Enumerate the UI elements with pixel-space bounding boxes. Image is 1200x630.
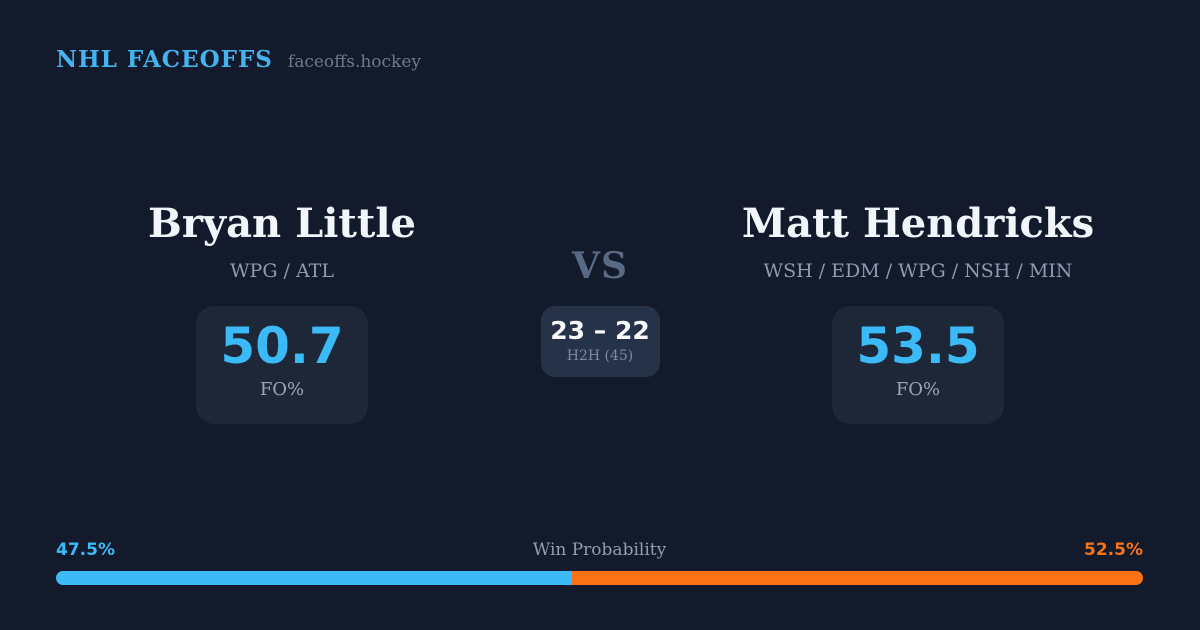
player-right-section: Matt Hendricks WSH / EDM / WPG / NSH / M… (738, 202, 1098, 424)
h2h-label: H2H (45) (566, 348, 634, 364)
site-url: faceoffs.hockey (287, 52, 422, 72)
vs-label: VS (572, 245, 628, 287)
player-left-fo-value: 50.7 (220, 317, 344, 375)
h2h-score: 23 – 22 (550, 316, 650, 345)
win-probability-labels: 47.5% Win Probability 52.5% (56, 540, 1143, 564)
player-right-name: Matt Hendricks (741, 200, 1095, 247)
player-left-fo-label: FO% (259, 379, 305, 400)
win-probability-left-pct: 47.5% (56, 540, 115, 560)
win-probability-section: 47.5% Win Probability 52.5% (56, 540, 1143, 585)
win-probability-title: Win Probability (532, 540, 667, 560)
player-left-section: Bryan Little WPG / ATL 50.7 FO% (102, 202, 462, 424)
player-right-fo-card: 53.5 FO% (832, 306, 1004, 424)
player-left-teams: WPG / ATL (230, 260, 334, 282)
win-probability-bar-right-segment (572, 571, 1143, 585)
win-probability-bar (56, 571, 1143, 585)
win-probability-bar-left-segment (56, 571, 573, 585)
player-left-name: Bryan Little (148, 200, 416, 247)
player-left-fo-card: 50.7 FO% (196, 306, 368, 424)
brand-title: NHL FACEOFFS (56, 46, 273, 73)
h2h-card: 23 – 22 H2H (45) (540, 306, 660, 377)
win-probability-right-pct: 52.5% (1084, 540, 1143, 560)
header: NHL FACEOFFS faceoffs.hockey (56, 46, 421, 73)
player-right-teams: WSH / EDM / WPG / NSH / MIN (763, 260, 1073, 282)
player-right-fo-label: FO% (895, 379, 941, 400)
player-right-fo-value: 53.5 (856, 317, 980, 375)
versus-section: VS 23 – 22 H2H (45) (520, 246, 680, 377)
